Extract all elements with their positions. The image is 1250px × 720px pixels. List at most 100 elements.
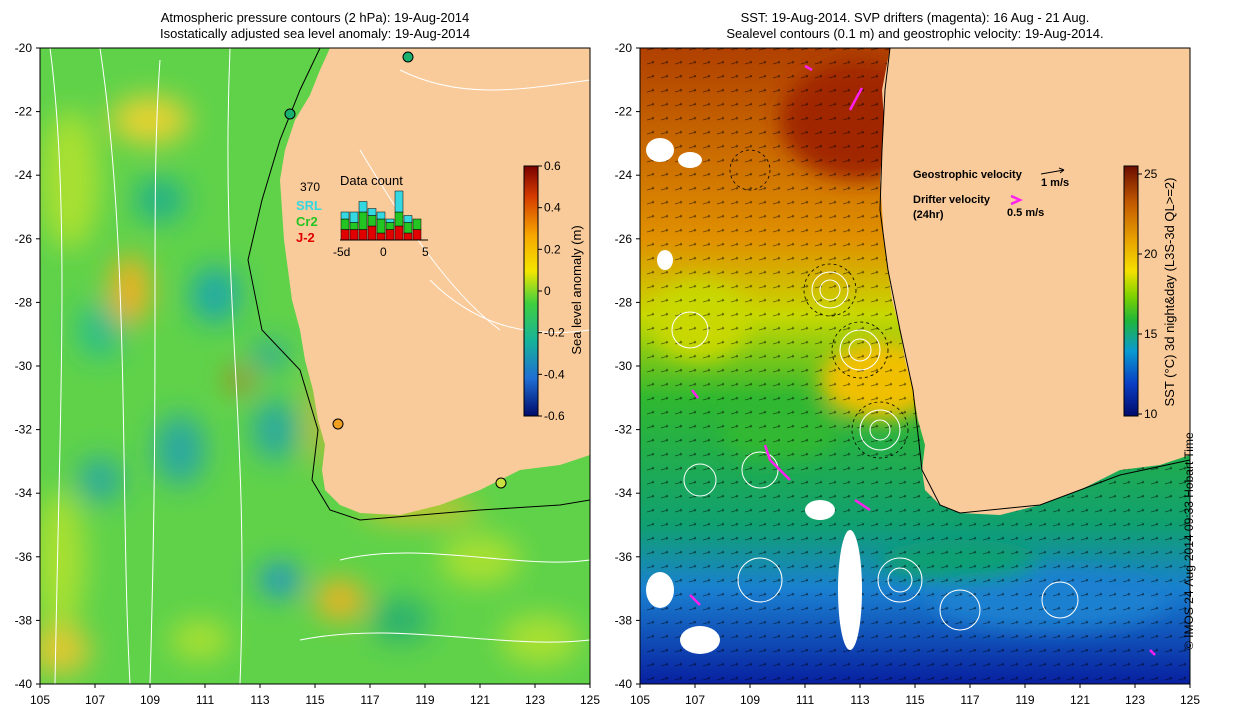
x-tick-label: 113 — [850, 693, 869, 707]
inset-bar-segment-srl — [394, 190, 404, 213]
australia-land-right — [880, 48, 1190, 515]
inset-bar-segment-j2 — [349, 229, 359, 241]
data-count-inset: 370 Data count SRL Cr2 J-2 -5d 0 5 — [296, 173, 429, 259]
y-tick-label: -20 — [15, 41, 33, 55]
drifter-velocity-sub: (24hr) — [913, 209, 944, 221]
inset-tick-right: 5 — [422, 245, 429, 259]
drifter-velocity-label: Drifter velocity — [913, 194, 991, 206]
y-tick-label: -38 — [615, 613, 633, 627]
inset-bar-segment-cr2 — [340, 218, 350, 230]
legend-cr2: Cr2 — [296, 214, 318, 229]
inset-bar-segment-j2 — [412, 229, 422, 241]
shelf-contour — [247, 48, 590, 521]
inset-tick-left: -5d — [333, 245, 350, 259]
x-tick-label: 125 — [580, 693, 600, 707]
left-panel-title: Atmospheric pressure contours (2 hPa): 1… — [40, 10, 590, 42]
x-tick-label: 109 — [740, 693, 760, 707]
pressure-contours — [49, 48, 590, 684]
inset-bar-segment-srl — [358, 201, 368, 213]
colorbar-tick-label: 15 — [1144, 327, 1158, 341]
inset-bar-segment-j2 — [385, 229, 395, 241]
x-tick-label: 115 — [305, 693, 324, 707]
geo-velocity-arrow-icon — [1040, 167, 1065, 175]
sst-colorbar-label: SST (°C) 3d night&day (L3S-3d QL>=2) — [1162, 178, 1177, 407]
inset-bar-segment-srl — [340, 211, 350, 220]
inset-bar-segment-j2 — [394, 225, 404, 241]
inset-bar-segment-cr2 — [385, 222, 395, 230]
left-y-axis: -20 -22 -24 -26 -28 -30 -32 -34 -36 -38 -40 — [15, 41, 40, 691]
inset-bar-segment-srl — [376, 211, 386, 220]
y-tick-label: -34 — [615, 486, 633, 500]
station-marker — [332, 418, 344, 430]
legend-srl: SRL — [296, 198, 322, 213]
left-title-line1: Atmospheric pressure contours (2 hPa): 1… — [160, 10, 470, 25]
sla-colorbar-ticks: 0.6 0.4 0.2 0 -0.2 -0.4 -0.6 — [538, 159, 565, 423]
x-tick-label: 107 — [685, 693, 705, 707]
drifter-arrow-icon — [1010, 194, 1024, 206]
y-tick-label: -22 — [615, 105, 633, 119]
inset-title: Data count — [340, 173, 403, 188]
x-tick-label: 107 — [85, 693, 105, 707]
colorbar-tick-label: 25 — [1144, 167, 1158, 181]
y-tick-label: -32 — [615, 423, 633, 437]
inset-bar-segment-cr2 — [349, 222, 359, 230]
x-tick-label: 117 — [960, 693, 979, 707]
eddy-contours — [729, 149, 909, 459]
right-y-axis: -20 -22 -24 -26 -28 -30 -32 -34 -36 -38 -40 — [615, 41, 640, 691]
y-tick-label: -26 — [15, 232, 33, 246]
inset-bar-segment-srl — [367, 208, 377, 216]
x-tick-label: 115 — [905, 693, 924, 707]
x-tick-label: 105 — [630, 693, 650, 707]
inset-bar-segment-cr2 — [367, 215, 377, 227]
sealevel-contours — [671, 271, 1079, 631]
inset-bar-segment-j2 — [358, 229, 368, 241]
x-tick-label: 113 — [250, 693, 269, 707]
station-marker — [495, 477, 507, 489]
y-tick-label: -40 — [15, 677, 33, 691]
y-tick-label: -22 — [15, 105, 33, 119]
right-x-axis: 105 107 109 111 113 115 117 119 121 123 125 — [630, 684, 1200, 707]
y-tick-label: -32 — [15, 423, 33, 437]
inset-bar-segment-j2 — [403, 232, 413, 241]
inset-bar-segment-cr2 — [412, 218, 422, 230]
sla-colorbar — [523, 165, 539, 417]
y-tick-label: -28 — [15, 295, 33, 309]
left-title-line2: Isostatically adjusted sea level anomaly… — [159, 26, 470, 41]
colorbar-tick-label: -0.2 — [544, 326, 565, 340]
coastline — [879, 48, 1190, 514]
right-title-line2: Sealevel contours (0.1 m) and geostrophi… — [726, 26, 1104, 41]
svp-drifter-tracks — [689, 64, 1156, 656]
inset-bar-segment-j2 — [340, 229, 350, 241]
inset-bar-segment-cr2 — [394, 211, 404, 227]
sea-level-anomaly-map: -20 -22 -24 -26 -28 -30 -32 -34 -36 -38 -40 105 107… — [15, 41, 600, 707]
y-tick-label: -36 — [615, 550, 633, 564]
australia-land — [280, 48, 590, 515]
y-tick-label: -36 — [15, 550, 33, 564]
x-tick-label: 105 — [30, 693, 50, 707]
colorbar-tick-label: 10 — [1144, 407, 1158, 421]
inset-tick-mid: 0 — [380, 245, 387, 259]
station-marker — [402, 51, 414, 63]
velocity-legend: Geostrophic velocity 1 m/s Drifter veloc… — [913, 167, 1069, 221]
x-tick-label: 123 — [1125, 693, 1145, 707]
inset-bar-segment-srl — [385, 218, 395, 223]
colorbar-tick-label: 0.6 — [544, 159, 561, 173]
inset-bar-segment-cr2 — [403, 222, 413, 234]
x-tick-label: 123 — [525, 693, 545, 707]
cloud-gaps — [646, 138, 862, 654]
y-tick-label: -20 — [615, 41, 633, 55]
colorbar-tick-label: 20 — [1144, 247, 1158, 261]
sst-colorbar-ticks: 25 20 15 10 — [1138, 167, 1158, 421]
y-tick-label: -24 — [15, 168, 33, 182]
colorbar-tick-label: -0.6 — [544, 409, 565, 423]
y-tick-label: -38 — [15, 613, 33, 627]
drifter-velocity-scale: 0.5 m/s — [1007, 207, 1044, 219]
right-panel-title: SST: 19-Aug-2014. SVP drifters (magenta)… — [640, 10, 1190, 42]
x-tick-label: 111 — [796, 693, 815, 707]
x-tick-label: 111 — [196, 693, 215, 707]
left-x-axis: 105 107 109 111 113 115 117 119 121 123 125 — [30, 684, 600, 707]
y-tick-label: -26 — [615, 232, 633, 246]
inset-bar-segment-cr2 — [358, 211, 368, 230]
x-tick-label: 119 — [1015, 693, 1034, 707]
geo-velocity-scale: 1 m/s — [1041, 177, 1069, 189]
